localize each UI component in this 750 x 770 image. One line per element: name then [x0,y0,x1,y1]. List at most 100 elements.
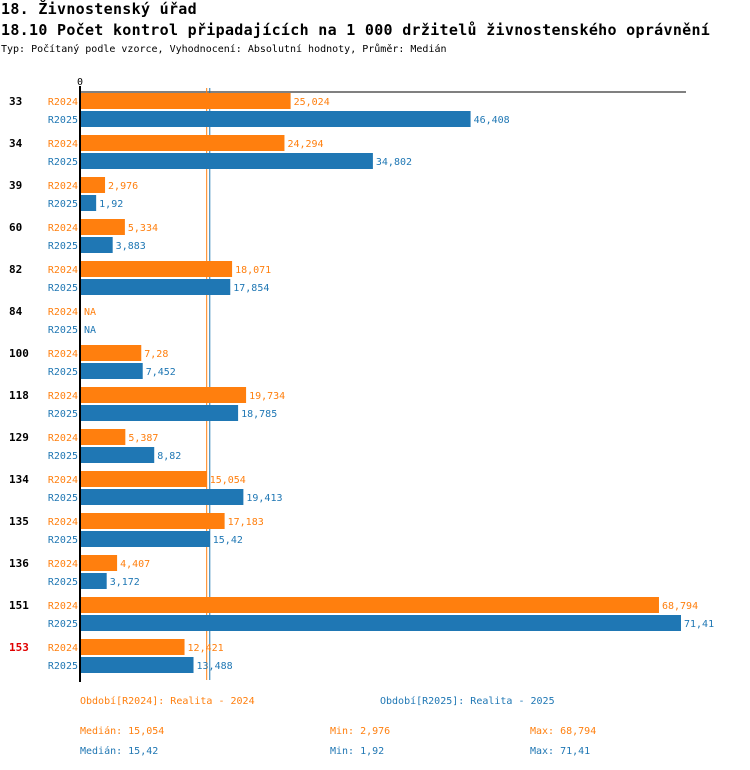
category-label: 100 [9,347,29,360]
data-label: 13,488 [197,661,233,672]
bar-r2024 [80,639,185,655]
series-label: R2025 [48,199,78,210]
bar-r2025 [80,279,231,295]
series-label: R2025 [48,535,78,546]
data-label: 24,294 [287,139,323,150]
series-label: R2024 [48,181,78,192]
series-label: R2025 [48,409,78,420]
series-label: R2025 [48,661,78,672]
bar-r2025 [80,237,113,253]
series-label: R2025 [48,493,78,504]
data-label: 19,413 [246,493,282,504]
legend-r2025: Období[R2025]: Realita - 2025 [380,696,555,707]
stat-min-r2024: Min: 2,976 [330,726,391,737]
data-label: 15,42 [213,535,243,546]
series-label: R2024 [48,517,78,528]
data-label: 34,802 [376,157,412,168]
series-label: R2024 [48,97,78,108]
bar-r2024 [80,177,106,193]
bar-r2025 [80,153,373,169]
data-label: 19,734 [249,391,285,402]
category-label: 82 [9,263,22,276]
series-label: R2024 [48,391,78,402]
series-label: R2025 [48,283,78,294]
series-label: R2024 [48,559,78,570]
category-label: 134 [9,473,29,486]
bar-r2024 [80,219,125,235]
series-label: R2025 [48,325,78,336]
data-label: 5,387 [128,433,158,444]
bar-r2025 [80,615,681,631]
stat-min-r2025: Min: 1,92 [330,746,385,757]
category-label: 34 [9,137,23,150]
category-label: 153 [9,641,29,654]
legend-r2024: Období[R2024]: Realita - 2024 [80,696,255,707]
data-label: 12,421 [188,643,224,654]
series-label: R2025 [48,619,78,630]
bar-r2025 [80,447,155,463]
bar-r2025 [80,573,107,589]
series-label: R2024 [48,265,78,276]
data-label: 7,28 [144,349,168,360]
series-label: R2024 [48,139,78,150]
data-label: 2,976 [108,181,138,192]
data-label: 17,854 [233,283,269,294]
category-label: 60 [9,221,22,234]
bar-r2025 [80,363,143,379]
chart-title: 18.10 Počet kontrol připadajících na 1 0… [1,21,711,39]
data-label: 18,071 [235,265,271,276]
bar-r2025 [80,405,239,421]
category-label: 136 [9,557,29,570]
bar-r2024 [80,513,225,529]
data-label: 4,407 [120,559,150,570]
bar-r2024 [80,93,291,109]
bar-chart: 0 33 R2024 25,024 R2025 46,408 34 R2024 24,294 R2… [9,77,714,682]
bar-r2024 [80,555,118,571]
category-label: 33 [9,95,22,108]
data-label: NA [84,307,96,318]
category-label: 118 [9,389,29,402]
bar-r2024 [80,345,142,361]
stat-median-r2025: Medián: 15,42 [80,746,159,757]
bar-r2024 [80,261,233,277]
bar-r2024 [80,387,247,403]
x-tick-label: 0 [77,77,83,88]
bar-r2025 [80,489,244,505]
data-label: 3,172 [110,577,140,588]
bar-r2025 [80,657,194,673]
data-label: 46,408 [474,115,510,126]
series-label: R2025 [48,577,78,588]
bar-r2025 [80,111,471,127]
bar-r2024 [80,471,207,487]
data-label: 18,785 [241,409,277,420]
data-label: 1,92 [99,199,123,210]
category-label: 39 [9,179,22,192]
bar-r2024 [80,135,285,151]
series-label: R2024 [48,601,78,612]
data-label: NA [84,325,96,336]
data-label: 15,054 [210,475,246,486]
data-label: 7,452 [146,367,176,378]
bar-r2024 [80,597,659,613]
series-label: R2025 [48,157,78,168]
bar-r2024 [80,429,126,445]
section-title: 18. Živnostenský úřad [1,0,197,18]
category-label: 135 [9,515,29,528]
category-label: 151 [9,599,29,612]
chart-info: Typ: Počítaný podle vzorce, Vyhodnocení:… [1,44,447,55]
bar-r2025 [80,195,97,211]
stat-max-r2024: Max: 68,794 [530,726,597,737]
series-label: R2025 [48,367,78,378]
series-label: R2024 [48,307,78,318]
data-label: 5,334 [128,223,158,234]
series-label: R2025 [48,115,78,126]
stat-median-r2024: Medián: 15,054 [80,726,165,737]
data-label: 68,794 [662,601,698,612]
data-label: 8,82 [157,451,181,462]
series-label: R2024 [48,223,78,234]
bar-r2025 [80,531,210,547]
data-label: 25,024 [294,97,330,108]
data-label: 17,183 [228,517,264,528]
series-label: R2024 [48,433,78,444]
series-label: R2025 [48,241,78,252]
